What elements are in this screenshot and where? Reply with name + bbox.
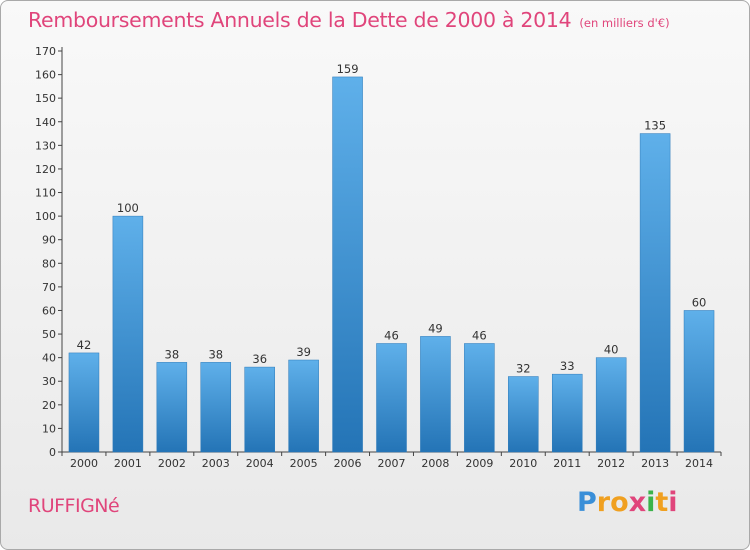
logo-letter: i bbox=[668, 487, 678, 518]
bar bbox=[288, 359, 319, 453]
bar bbox=[683, 310, 715, 453]
bar bbox=[112, 215, 144, 453]
x-tick-label: 2000 bbox=[70, 457, 98, 470]
bar bbox=[639, 133, 671, 453]
x-tick-label: 2011 bbox=[553, 457, 581, 470]
x-tick-label: 2006 bbox=[334, 457, 362, 470]
data-label: 39 bbox=[296, 345, 311, 359]
title-text: Remboursements Annuels de la Dette de 20… bbox=[28, 8, 572, 32]
x-tick-label: 2010 bbox=[509, 457, 537, 470]
y-tick-label: 20 bbox=[42, 399, 56, 412]
x-tick-label: 2012 bbox=[597, 457, 625, 470]
x-tick-label: 2005 bbox=[290, 457, 318, 470]
bar bbox=[200, 362, 232, 453]
data-label: 49 bbox=[428, 321, 443, 335]
y-tick-label: 100 bbox=[35, 210, 56, 223]
y-tick-label: 50 bbox=[42, 328, 56, 341]
bar bbox=[420, 336, 451, 453]
x-tick-label: 2002 bbox=[158, 457, 186, 470]
logo-letter: r bbox=[596, 487, 611, 518]
bar bbox=[551, 373, 583, 453]
y-tick-label: 80 bbox=[42, 257, 56, 270]
data-label: 46 bbox=[472, 328, 487, 342]
bar bbox=[244, 366, 275, 453]
x-tick-label: 2007 bbox=[378, 457, 406, 470]
y-tick-label: 60 bbox=[42, 304, 56, 317]
y-tick-label: 70 bbox=[42, 281, 56, 294]
y-tick-label: 140 bbox=[35, 116, 56, 129]
y-tick-label: 10 bbox=[42, 422, 56, 435]
y-tick-label: 150 bbox=[35, 92, 56, 105]
y-tick-label: 170 bbox=[35, 45, 56, 58]
logo-letter: t bbox=[655, 487, 669, 518]
y-tick-label: 30 bbox=[42, 375, 56, 388]
bar bbox=[508, 376, 539, 453]
bar bbox=[595, 357, 627, 453]
logo-letter: i bbox=[646, 487, 656, 518]
data-label: 38 bbox=[208, 347, 223, 361]
data-label: 32 bbox=[516, 362, 531, 376]
y-tick-label: 40 bbox=[42, 352, 56, 365]
logo-letter: o bbox=[610, 487, 629, 518]
x-tick-label: 2001 bbox=[114, 457, 142, 470]
logo-letter: P bbox=[577, 487, 597, 518]
unit-note: (en milliers d'€) bbox=[579, 16, 670, 30]
y-tick-label: 160 bbox=[35, 69, 56, 82]
y-tick-label: 120 bbox=[35, 163, 56, 176]
data-label: 100 bbox=[117, 201, 139, 215]
data-label: 36 bbox=[252, 352, 267, 366]
data-label: 38 bbox=[165, 347, 180, 361]
bar bbox=[376, 343, 407, 453]
commune-name: RUFFIGNé bbox=[28, 495, 120, 517]
bar bbox=[68, 352, 100, 453]
x-tick-label: 2014 bbox=[685, 457, 713, 470]
x-tick-label: 2009 bbox=[465, 457, 493, 470]
x-tick-label: 2003 bbox=[202, 457, 230, 470]
data-label: 33 bbox=[560, 359, 575, 373]
bar bbox=[332, 76, 363, 453]
bar bbox=[464, 343, 495, 453]
x-tick-label: 2008 bbox=[421, 457, 449, 470]
data-label: 135 bbox=[644, 119, 666, 133]
bar bbox=[156, 362, 188, 453]
proxiti-logo: Proxiti bbox=[577, 487, 678, 518]
logo-letter: x bbox=[628, 487, 647, 518]
data-label: 42 bbox=[77, 338, 92, 352]
y-tick-label: 110 bbox=[35, 187, 56, 200]
chart-title: Remboursements Annuels de la Dette de 20… bbox=[28, 8, 670, 32]
y-tick-label: 90 bbox=[42, 234, 56, 247]
y-tick-label: 0 bbox=[49, 446, 56, 459]
x-tick-label: 2004 bbox=[246, 457, 274, 470]
data-label: 60 bbox=[692, 295, 707, 309]
y-tick-label: 130 bbox=[35, 139, 56, 152]
data-label: 46 bbox=[384, 328, 399, 342]
data-label: 159 bbox=[337, 62, 359, 76]
data-label: 40 bbox=[604, 343, 619, 357]
x-tick-label: 2013 bbox=[641, 457, 669, 470]
